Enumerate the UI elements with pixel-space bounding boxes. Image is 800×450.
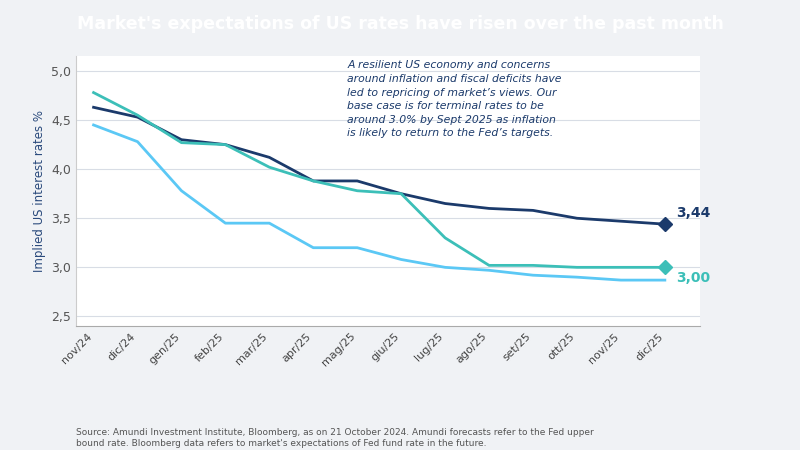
Text: A resilient US economy and concerns
around inflation and fiscal deficits have
le: A resilient US economy and concerns arou…	[347, 60, 562, 138]
Y-axis label: Implied US interest rates %: Implied US interest rates %	[33, 110, 46, 272]
Text: Source: Amundi Investment Institute, Bloomberg, as on 21 October 2024. Amundi fo: Source: Amundi Investment Institute, Blo…	[76, 428, 594, 448]
Text: Market's expectations of US rates have risen over the past month: Market's expectations of US rates have r…	[77, 14, 723, 33]
Text: 3,44: 3,44	[676, 206, 710, 220]
Text: 3,00: 3,00	[676, 271, 710, 285]
